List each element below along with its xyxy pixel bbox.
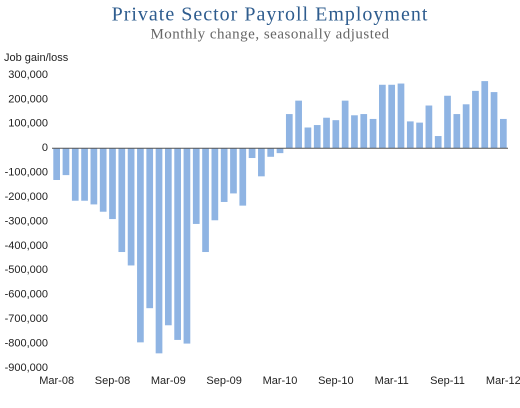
bar	[155, 148, 163, 354]
bar	[341, 100, 349, 149]
bar	[304, 127, 312, 149]
bar	[127, 148, 135, 266]
y-tick-label: -200,000	[5, 191, 48, 203]
bar	[220, 148, 228, 202]
bar	[109, 148, 116, 220]
bar	[425, 105, 433, 149]
bar	[369, 118, 377, 149]
y-tick-label: -900,000	[5, 362, 48, 374]
bar	[53, 148, 61, 180]
bar	[202, 148, 209, 253]
bar	[388, 84, 396, 149]
bar	[62, 148, 70, 176]
bar	[453, 114, 461, 149]
bar	[481, 81, 489, 149]
bar	[444, 95, 451, 149]
y-tick-label: -400,000	[5, 240, 48, 252]
bar	[174, 148, 181, 340]
bar	[146, 148, 154, 309]
x-tick-label: Mar-10	[263, 375, 298, 387]
x-tick-label: Sep-11	[430, 375, 465, 387]
bar	[499, 118, 507, 149]
bar	[379, 84, 386, 149]
bar	[462, 104, 470, 149]
y-tick-label: 0	[42, 142, 48, 154]
bar	[71, 148, 79, 201]
y-tick-label: -800,000	[5, 337, 48, 349]
x-tick-label: Mar-12	[486, 375, 520, 387]
bar	[406, 121, 414, 149]
bar	[192, 148, 200, 224]
bar	[416, 122, 423, 149]
bar	[164, 148, 172, 326]
x-tick-label: Sep-10	[318, 375, 353, 387]
bar	[239, 148, 247, 206]
bar	[211, 148, 219, 221]
bar	[267, 148, 275, 157]
y-tick-label: 100,000	[8, 118, 48, 130]
bar	[472, 90, 479, 149]
bar	[99, 148, 107, 212]
y-tick-label: -100,000	[5, 167, 48, 179]
chart-title: Private Sector Payroll Employment	[112, 4, 429, 26]
chart-subtitle: Monthly change, seasonally adjusted	[150, 26, 389, 42]
y-tick-label: -300,000	[5, 215, 48, 227]
x-tick-label: Mar-08	[39, 375, 74, 387]
bar	[285, 114, 293, 149]
bar	[81, 148, 88, 201]
bar	[230, 148, 237, 194]
y-tick-label: -500,000	[5, 264, 48, 276]
x-tick-label: Mar-09	[151, 375, 186, 387]
bar	[490, 92, 498, 149]
bar	[276, 148, 284, 154]
x-tick-label: Mar-11	[375, 375, 409, 387]
bar	[295, 100, 302, 149]
y-axis-label: Job gain/loss	[4, 52, 69, 64]
y-tick-label: 300,000	[8, 69, 48, 81]
y-tick-label: -700,000	[5, 313, 48, 325]
y-tick-label: 200,000	[8, 93, 48, 105]
bar	[434, 136, 442, 149]
bar	[360, 114, 368, 149]
bar	[258, 148, 265, 177]
bar	[183, 148, 191, 344]
x-tick-label: Sep-09	[206, 375, 241, 387]
bar	[332, 120, 340, 149]
y-tick-label: -600,000	[5, 289, 48, 301]
bar	[248, 148, 256, 159]
bar	[118, 148, 126, 253]
bar	[397, 83, 405, 149]
x-tick-label: Sep-08	[95, 375, 130, 387]
bar	[313, 125, 321, 149]
bar	[137, 148, 144, 343]
bar	[90, 148, 98, 205]
bar	[351, 115, 358, 149]
bar	[323, 117, 330, 149]
